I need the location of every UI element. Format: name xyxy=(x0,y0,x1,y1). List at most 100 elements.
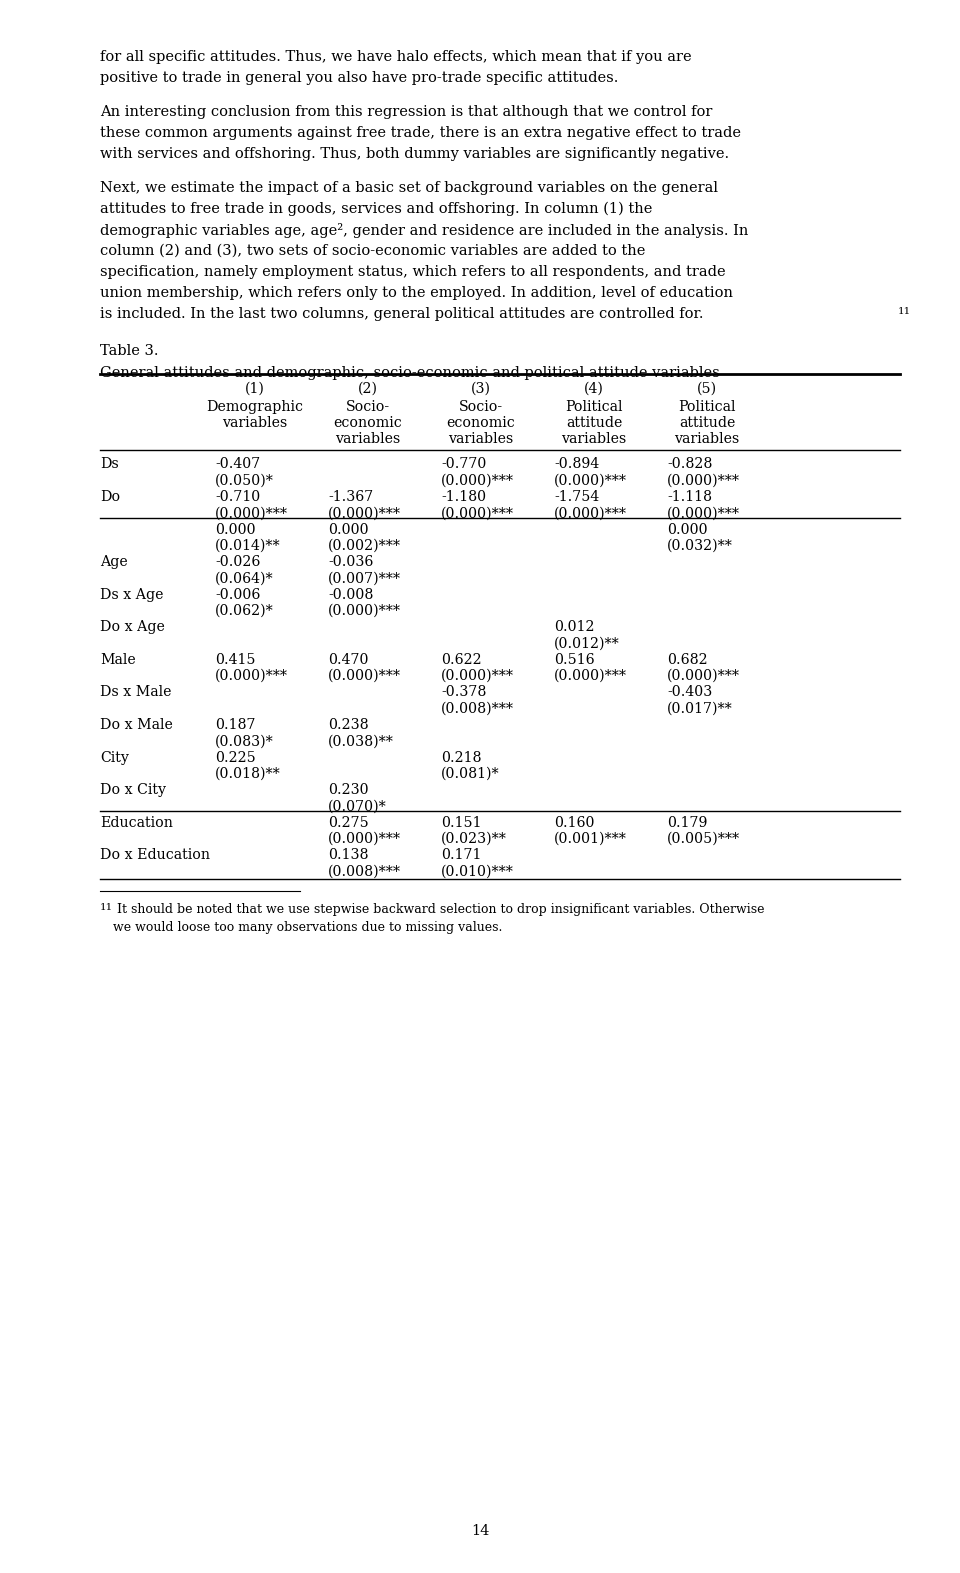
Text: Socio-: Socio- xyxy=(346,400,390,414)
Text: -0.036: -0.036 xyxy=(328,555,373,569)
Text: (0.018)**: (0.018)** xyxy=(215,766,280,780)
Text: column (2) and (3), two sets of socio-economic variables are added to the: column (2) and (3), two sets of socio-ec… xyxy=(100,244,645,258)
Text: (0.001)***: (0.001)*** xyxy=(554,832,627,846)
Text: 0.000: 0.000 xyxy=(215,522,255,536)
Text: (0.000)***: (0.000)*** xyxy=(554,669,627,683)
Text: -0.026: -0.026 xyxy=(215,555,260,569)
Text: 0.179: 0.179 xyxy=(667,816,708,829)
Text: we would loose too many observations due to missing values.: we would loose too many observations due… xyxy=(113,922,502,934)
Text: Demographic: Demographic xyxy=(206,400,303,414)
Text: 0.218: 0.218 xyxy=(441,750,482,764)
Text: Age: Age xyxy=(100,555,128,569)
Text: (0.064)*: (0.064)* xyxy=(215,571,274,585)
Text: specification, namely employment status, which refers to all respondents, and tr: specification, namely employment status,… xyxy=(100,264,726,278)
Text: variables: variables xyxy=(448,433,514,447)
Text: (0.000)***: (0.000)*** xyxy=(554,473,627,488)
Text: Do x Education: Do x Education xyxy=(100,848,210,862)
Text: (3): (3) xyxy=(471,382,491,396)
Text: (4): (4) xyxy=(584,382,604,396)
Text: (0.062)*: (0.062)* xyxy=(215,604,274,618)
Text: (0.000)***: (0.000)*** xyxy=(328,832,401,846)
Text: 0.622: 0.622 xyxy=(441,653,482,667)
Text: Male: Male xyxy=(100,653,135,667)
Text: -0.894: -0.894 xyxy=(554,458,599,472)
Text: (0.050)*: (0.050)* xyxy=(215,473,274,488)
Text: General attitudes and demographic, socio-economic and political attitude variabl: General attitudes and demographic, socio… xyxy=(100,365,720,379)
Text: 11: 11 xyxy=(898,307,911,316)
Text: 0.187: 0.187 xyxy=(215,717,255,731)
Text: 0.225: 0.225 xyxy=(215,750,255,764)
Text: -1.754: -1.754 xyxy=(554,491,599,503)
Text: (0.000)***: (0.000)*** xyxy=(441,473,514,488)
Text: Do: Do xyxy=(100,491,120,503)
Text: -0.008: -0.008 xyxy=(328,588,373,602)
Text: variables: variables xyxy=(335,433,400,447)
Text: (0.017)**: (0.017)** xyxy=(667,702,732,716)
Text: 0.230: 0.230 xyxy=(328,783,369,798)
Text: (0.000)***: (0.000)*** xyxy=(667,507,740,521)
Text: (0.008)***: (0.008)*** xyxy=(328,865,401,878)
Text: 0.415: 0.415 xyxy=(215,653,255,667)
Text: Socio-: Socio- xyxy=(459,400,503,414)
Text: (0.000)***: (0.000)*** xyxy=(667,473,740,488)
Text: -0.828: -0.828 xyxy=(667,458,712,472)
Text: attitudes to free trade in goods, services and offshoring. In column (1) the: attitudes to free trade in goods, servic… xyxy=(100,201,653,217)
Text: Ds: Ds xyxy=(100,458,119,472)
Text: (0.014)**: (0.014)** xyxy=(215,540,280,552)
Text: 14: 14 xyxy=(470,1524,490,1538)
Text: It should be noted that we use stepwise backward selection to drop insignificant: It should be noted that we use stepwise … xyxy=(113,903,764,915)
Text: 0.238: 0.238 xyxy=(328,717,369,731)
Text: 0.682: 0.682 xyxy=(667,653,708,667)
Text: (2): (2) xyxy=(358,382,378,396)
Text: -1.118: -1.118 xyxy=(667,491,712,503)
Text: economic: economic xyxy=(446,415,516,429)
Text: Education: Education xyxy=(100,816,173,829)
Text: (0.008)***: (0.008)*** xyxy=(441,702,514,716)
Text: (0.000)***: (0.000)*** xyxy=(328,604,401,618)
Text: (0.000)***: (0.000)*** xyxy=(441,507,514,521)
Text: -0.403: -0.403 xyxy=(667,686,712,700)
Text: (0.010)***: (0.010)*** xyxy=(441,865,514,878)
Text: -0.407: -0.407 xyxy=(215,458,260,472)
Text: 0.000: 0.000 xyxy=(667,522,708,536)
Text: 0.171: 0.171 xyxy=(441,848,481,862)
Text: 11: 11 xyxy=(100,903,113,912)
Text: Next, we estimate the impact of a basic set of background variables on the gener: Next, we estimate the impact of a basic … xyxy=(100,181,718,195)
Text: An interesting conclusion from this regression is that although that we control : An interesting conclusion from this regr… xyxy=(100,105,712,120)
Text: -1.367: -1.367 xyxy=(328,491,373,503)
Text: -0.770: -0.770 xyxy=(441,458,487,472)
Text: Ds x Age: Ds x Age xyxy=(100,588,163,602)
Text: Political: Political xyxy=(679,400,735,414)
Text: (0.000)***: (0.000)*** xyxy=(215,507,288,521)
Text: 0.000: 0.000 xyxy=(328,522,369,536)
Text: City: City xyxy=(100,750,129,764)
Text: 0.470: 0.470 xyxy=(328,653,369,667)
Text: Do x Male: Do x Male xyxy=(100,717,173,731)
Text: -0.006: -0.006 xyxy=(215,588,260,602)
Text: demographic variables age, age², gender and residence are included in the analys: demographic variables age, age², gender … xyxy=(100,223,749,238)
Text: these common arguments against free trade, there is an extra negative effect to : these common arguments against free trad… xyxy=(100,126,741,140)
Text: is included. In the last two columns, general political attitudes are controlled: is included. In the last two columns, ge… xyxy=(100,307,704,321)
Text: (1): (1) xyxy=(245,382,265,396)
Text: (0.012)**: (0.012)** xyxy=(554,637,620,651)
Text: (0.038)**: (0.038)** xyxy=(328,735,394,749)
Text: Political: Political xyxy=(565,400,623,414)
Text: (0.070)*: (0.070)* xyxy=(328,799,387,813)
Text: attitude: attitude xyxy=(679,415,735,429)
Text: -1.180: -1.180 xyxy=(441,491,486,503)
Text: 0.275: 0.275 xyxy=(328,816,369,829)
Text: with services and offshoring. Thus, both dummy variables are significantly negat: with services and offshoring. Thus, both… xyxy=(100,146,730,160)
Text: 0.516: 0.516 xyxy=(554,653,594,667)
Text: (5): (5) xyxy=(697,382,717,396)
Text: 0.160: 0.160 xyxy=(554,816,594,829)
Text: Table 3.: Table 3. xyxy=(100,343,158,357)
Text: (0.023)**: (0.023)** xyxy=(441,832,507,846)
Text: (0.000)***: (0.000)*** xyxy=(441,669,514,683)
Text: 0.151: 0.151 xyxy=(441,816,482,829)
Text: 0.138: 0.138 xyxy=(328,848,369,862)
Text: (0.000)***: (0.000)*** xyxy=(667,669,740,683)
Text: variables: variables xyxy=(223,415,288,429)
Text: -0.378: -0.378 xyxy=(441,686,487,700)
Text: variables: variables xyxy=(562,433,627,447)
Text: for all specific attitudes. Thus, we have halo effects, which mean that if you a: for all specific attitudes. Thus, we hav… xyxy=(100,50,691,64)
